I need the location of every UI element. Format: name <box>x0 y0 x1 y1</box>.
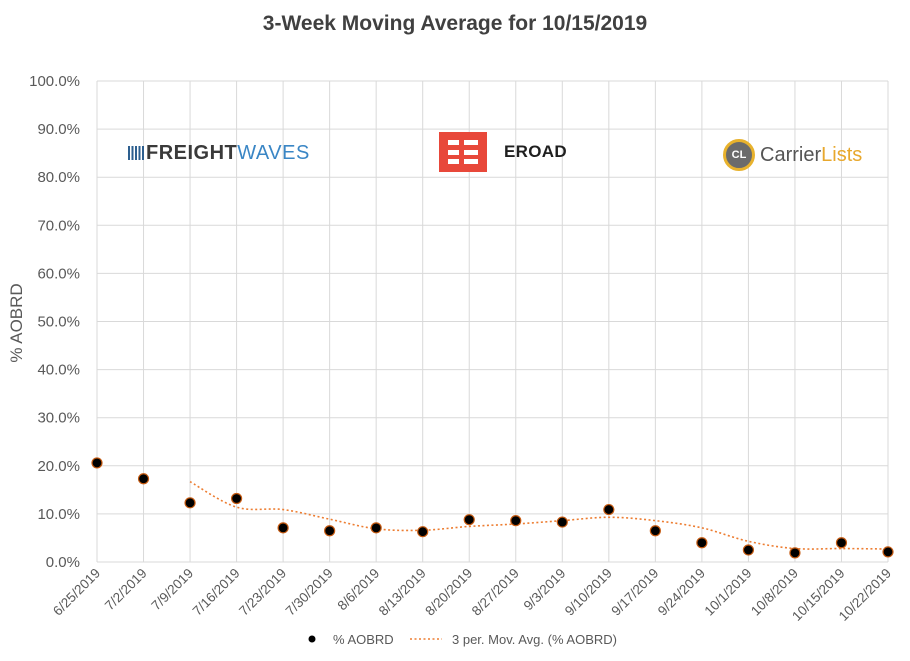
x-tick-label: 8/6/2019 <box>335 566 383 614</box>
legend-label-moving-average: 3 per. Mov. Avg. (% AOBRD) <box>452 632 617 647</box>
y-tick-label: 40.0% <box>37 362 80 379</box>
x-tick-label: 6/25/2019 <box>50 566 103 619</box>
carrierlists-logo-icon: CL <box>723 139 755 171</box>
data-point-aobrd <box>649 525 661 537</box>
x-tick-label: 7/9/2019 <box>148 566 196 614</box>
data-point-aobrd <box>91 457 103 469</box>
data-point-aobrd <box>417 526 429 538</box>
y-axis-ticks: 0.0% 10.0% 20.0% 30.0% 40.0% 50.0% 60.0% 70.0% 8… <box>29 73 80 571</box>
x-tick-label: 8/13/2019 <box>376 566 429 619</box>
x-tick-label: 8/27/2019 <box>469 566 522 619</box>
data-point-aobrd <box>230 492 243 505</box>
chart-title: 3-Week Moving Average for 10/15/2019 <box>262 12 648 35</box>
x-tick-label: 7/30/2019 <box>283 566 336 619</box>
y-tick-label: 70.0% <box>37 217 80 234</box>
y-tick-label: 80.0% <box>37 169 80 186</box>
data-point-aobrd <box>463 514 475 526</box>
freightwaves-logo-icon <box>128 146 144 160</box>
x-axis-ticks: 6/25/20197/2/20197/9/20197/16/20197/23/2… <box>50 566 894 624</box>
x-tick-label: 7/23/2019 <box>236 566 289 619</box>
y-tick-label: 0.0% <box>46 554 80 571</box>
data-point-aobrd <box>696 537 708 549</box>
data-point-aobrd <box>742 544 755 556</box>
data-point-aobrd <box>137 473 150 485</box>
freightwaves-logo-text-1: FREIGHT <box>146 141 238 164</box>
moving-average-line <box>189 480 889 550</box>
y-tick-label: 60.0% <box>37 265 80 282</box>
x-tick-label: 9/10/2019 <box>562 566 615 619</box>
eroad-logo-icon <box>439 132 487 172</box>
data-point-aobrd <box>835 537 848 549</box>
x-tick-label: 7/2/2019 <box>102 566 150 614</box>
x-tick-label: 9/17/2019 <box>608 566 661 619</box>
data-point-aobrd <box>556 516 568 528</box>
carrierlists-logo-text-2: Lists <box>821 143 863 166</box>
legend-label-aobrd: % AOBRD <box>333 632 394 647</box>
x-tick-label: 7/16/2019 <box>190 566 243 619</box>
freightwaves-logo: FREIGHT WAVES <box>128 140 310 166</box>
eroad-logo: EROAD <box>439 132 567 172</box>
data-point-aobrd <box>324 525 336 537</box>
data-points <box>91 457 894 559</box>
y-tick-label: 100.0% <box>29 73 80 90</box>
data-point-aobrd <box>789 547 801 559</box>
data-point-aobrd <box>882 546 894 558</box>
eroad-logo-text: EROAD <box>504 142 567 161</box>
freightwaves-logo-text-2: WAVES <box>237 141 310 164</box>
legend-marker-aobrd <box>308 635 316 643</box>
x-tick-label: 8/20/2019 <box>422 566 475 619</box>
data-point-aobrd <box>603 503 615 516</box>
data-point-aobrd <box>277 522 289 534</box>
y-tick-label: 30.0% <box>37 410 80 427</box>
data-point-aobrd <box>370 522 382 534</box>
y-tick-label: 50.0% <box>37 314 80 331</box>
carrierlists-logo-text-1: Carrier <box>760 143 822 166</box>
legend: % AOBRD 3 per. Mov. Avg. (% AOBRD) <box>308 632 617 647</box>
x-tick-label: 9/3/2019 <box>521 566 569 614</box>
y-tick-label: 10.0% <box>37 506 80 523</box>
carrierlists-logo: CL Carrier Lists <box>723 139 862 171</box>
x-tick-label: 10/1/2019 <box>701 566 754 619</box>
y-tick-label: 20.0% <box>37 458 80 475</box>
x-tick-label: 9/24/2019 <box>655 566 708 619</box>
data-point-aobrd <box>184 497 196 509</box>
data-point-aobrd <box>510 515 522 527</box>
gridlines <box>96 80 889 563</box>
y-axis-label: % AOBRD <box>7 283 26 362</box>
y-tick-label: 90.0% <box>37 121 80 138</box>
